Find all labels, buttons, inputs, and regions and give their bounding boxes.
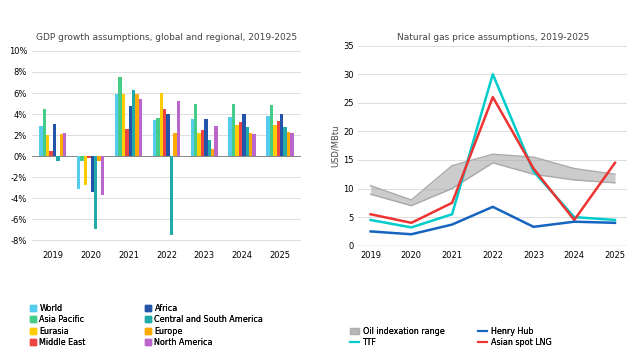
Bar [249,133,252,156]
Bar [207,140,211,156]
Title: Natural gas price assumptions, 2019-2025: Natural gas price assumptions, 2019-2025 [397,33,589,42]
Bar [94,156,97,229]
Bar [239,122,242,156]
Bar [39,126,43,156]
Bar [290,133,294,156]
Bar [236,125,239,156]
Y-axis label: USD/MBtu: USD/MBtu [331,124,340,167]
Bar [122,94,125,156]
Bar [194,104,198,156]
Bar [232,104,236,156]
Text: Economic activity and energy price assumptions: Economic activity and energy price assum… [6,12,346,25]
Bar [56,156,60,161]
Bar [276,121,280,156]
Bar [139,99,142,156]
Bar [201,130,204,156]
Title: GDP growth assumptions, global and regional, 2019-2025: GDP growth assumptions, global and regio… [36,33,297,42]
Legend: Oil indexation range, TTF: Oil indexation range, TTF [349,326,444,347]
Bar [170,156,173,235]
Bar [191,119,194,156]
Bar [91,156,94,192]
Bar [132,90,135,156]
Bar [60,134,63,156]
Bar [43,109,46,156]
Bar [87,156,91,158]
Legend: Henry Hub, Asian spot LNG: Henry Hub, Asian spot LNG [477,326,551,347]
Bar [49,151,53,156]
Bar [159,93,163,156]
Bar [173,133,177,156]
Bar [156,118,159,156]
Legend: World, Asia Pacific, Eurasia, Middle East: World, Asia Pacific, Eurasia, Middle Eas… [29,304,86,347]
Bar [101,156,104,195]
Bar [242,114,246,156]
Bar [135,94,139,156]
Bar [166,114,170,156]
Bar [63,133,67,156]
Bar [53,124,56,156]
Bar [273,125,276,156]
Bar [228,117,232,156]
Bar [125,129,129,156]
Bar [81,156,84,161]
Bar [84,156,87,185]
Bar [287,132,290,156]
Bar [280,114,284,156]
Bar [211,149,214,156]
Bar [284,127,287,156]
Bar [118,77,122,156]
Bar [115,94,118,156]
Bar [77,156,81,189]
Bar [198,133,201,156]
Bar [129,106,132,156]
Bar [269,105,273,156]
Bar [204,119,207,156]
Bar [163,109,166,156]
Bar [252,134,256,156]
Bar [97,156,101,161]
Bar [266,116,269,156]
Legend: Africa, Central and South America, Europe, North America: Africa, Central and South America, Europ… [145,304,264,347]
Bar [214,126,218,156]
Bar [246,127,249,156]
Bar [46,135,49,156]
Bar [177,101,180,156]
Bar [153,120,156,156]
